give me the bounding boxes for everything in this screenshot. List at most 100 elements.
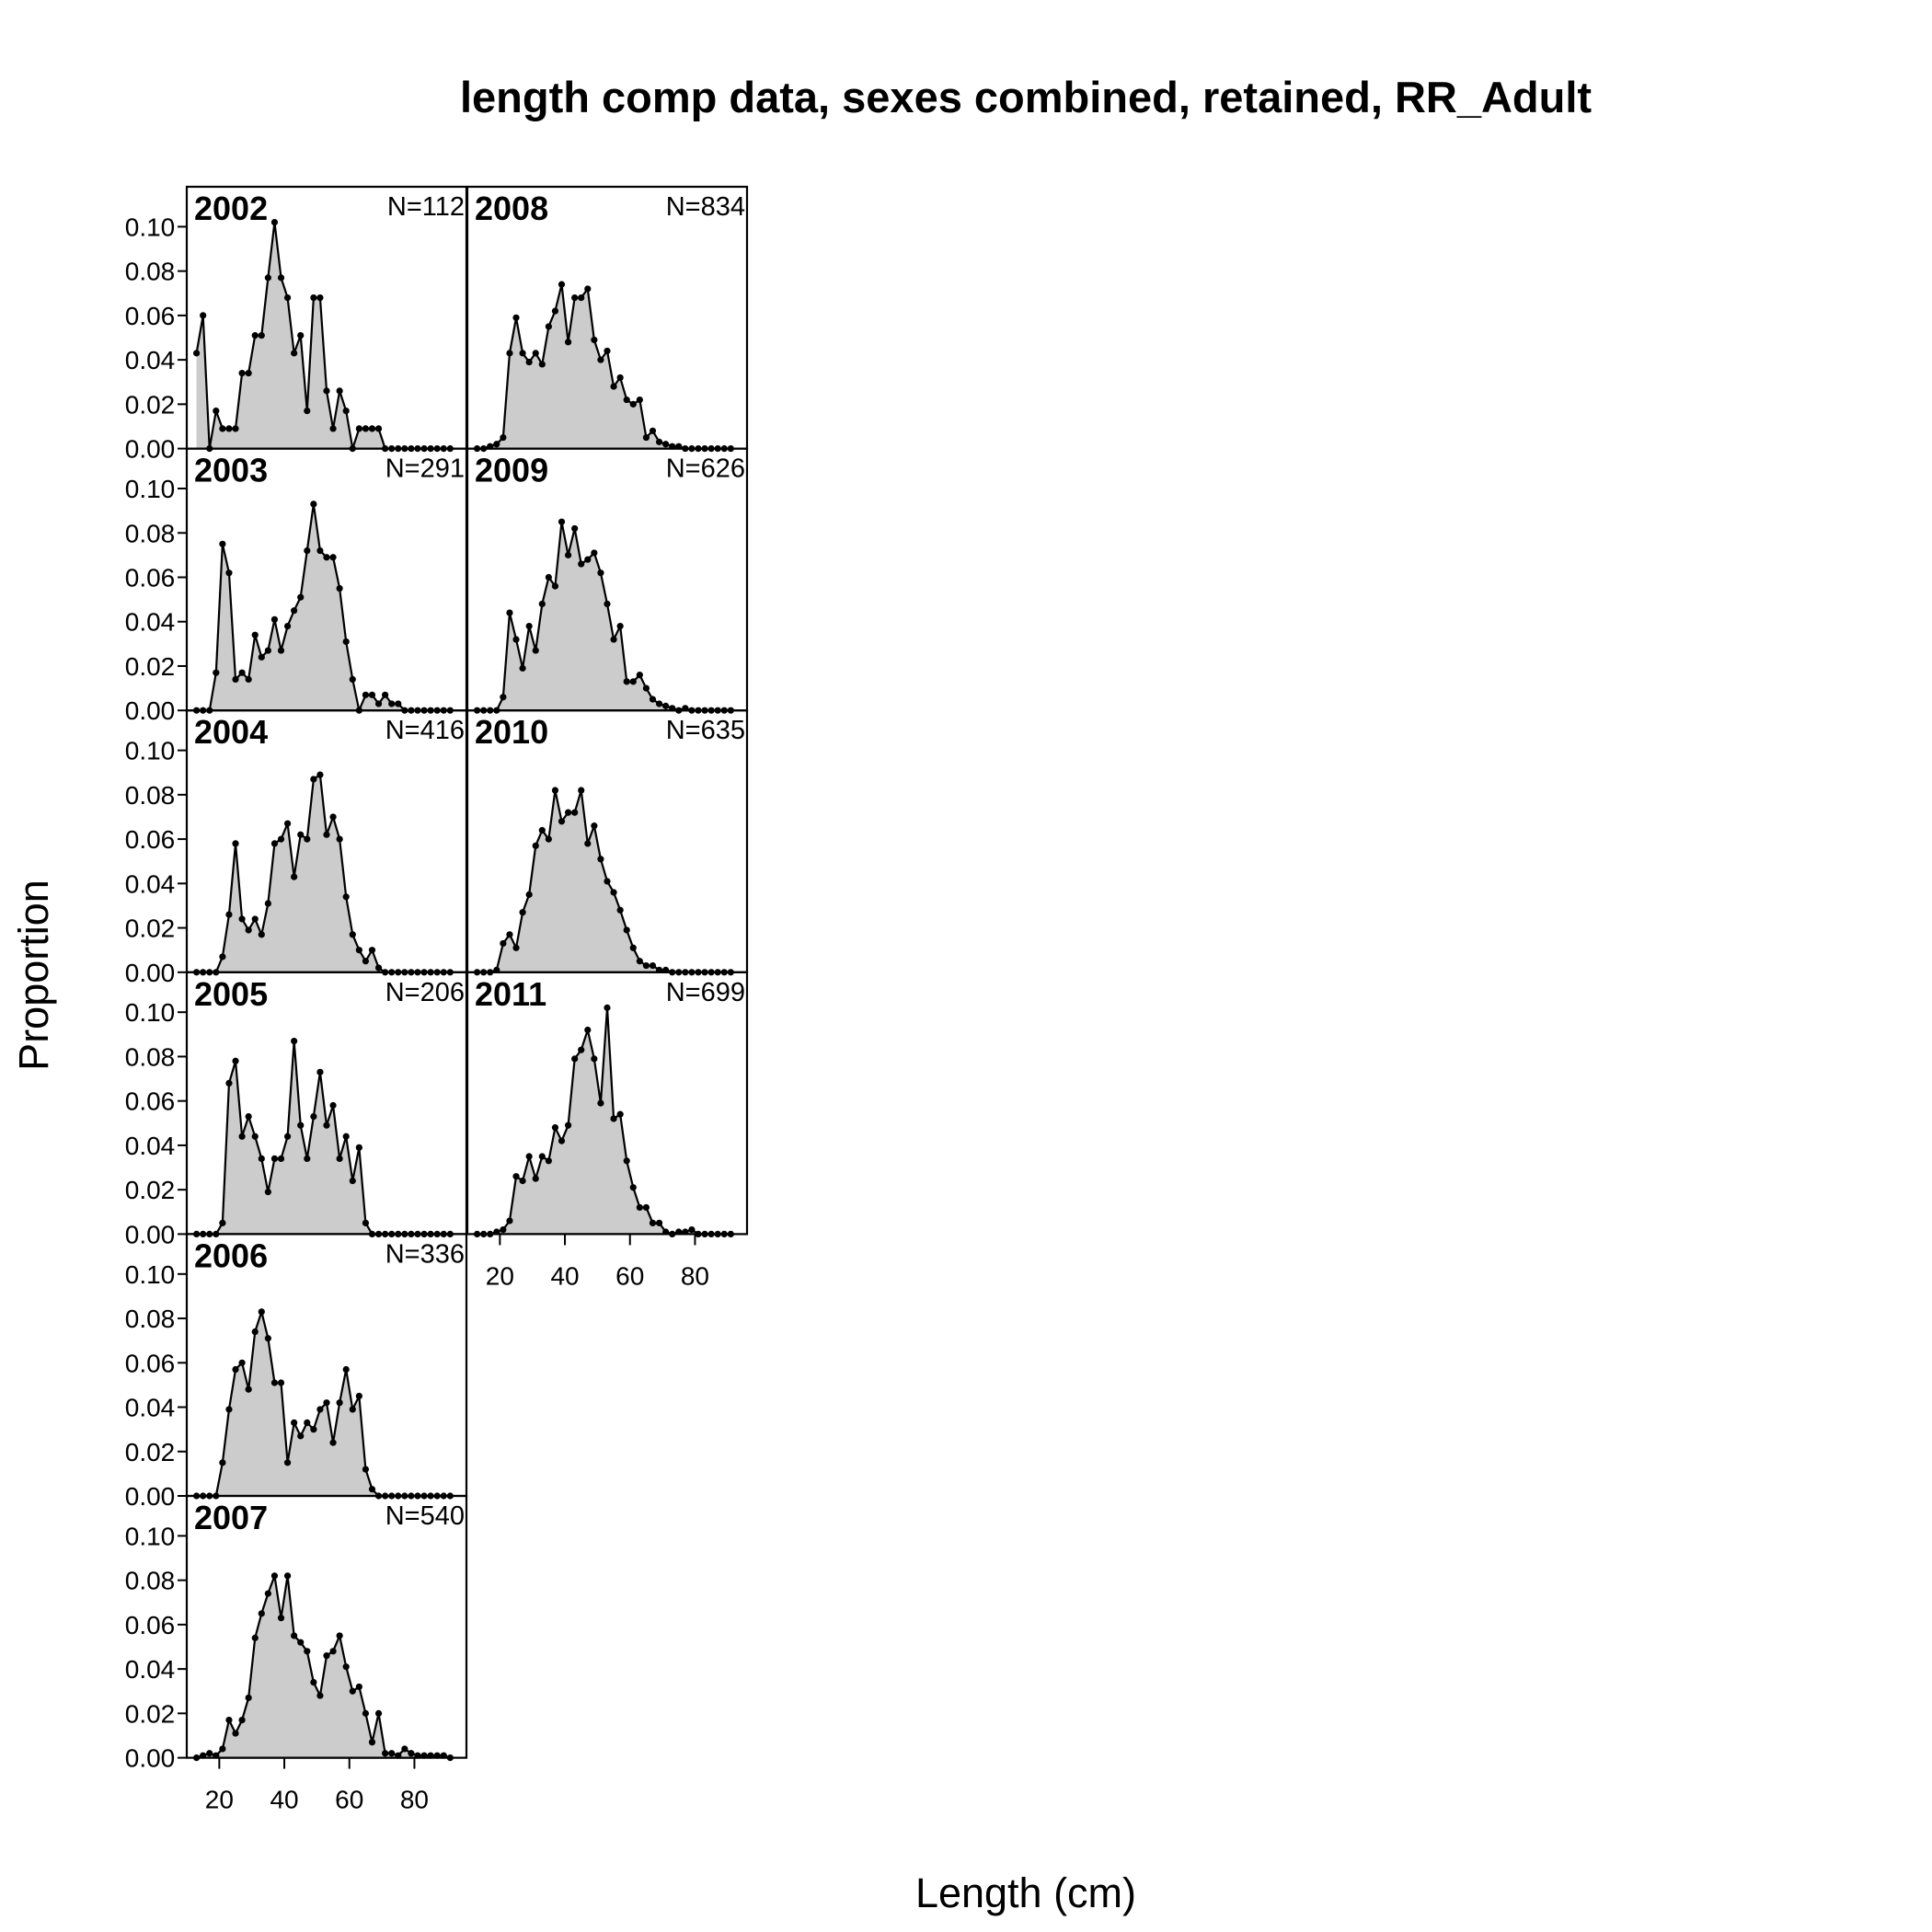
data-point <box>329 1101 337 1110</box>
data-point <box>316 771 324 778</box>
y-tick-label: 0.02 <box>125 914 176 943</box>
data-point <box>519 664 526 672</box>
data-point <box>283 1133 292 1140</box>
data-point <box>500 1225 507 1234</box>
area-fill <box>196 775 451 972</box>
y-tick-label: 0.04 <box>125 346 176 374</box>
panel-2010: 2010 N=635 <box>466 709 749 976</box>
data-point <box>551 307 559 315</box>
panel-2006: 0.00 0.02 0.04 0.06 0.08 0.10 2006 N=336 <box>125 1233 468 1511</box>
data-point <box>362 1709 370 1717</box>
data-point <box>206 1750 213 1757</box>
data-point <box>200 312 207 319</box>
data-point <box>297 831 305 838</box>
data-point <box>578 787 585 794</box>
data-point <box>270 615 279 623</box>
data-point <box>213 669 220 676</box>
data-point <box>310 1426 317 1433</box>
data-point <box>500 939 507 948</box>
data-point <box>655 438 663 445</box>
data-point <box>349 931 356 938</box>
n-label: N=699 <box>666 978 745 1007</box>
y-tick-label: 0.08 <box>125 258 176 286</box>
data-point <box>649 1219 657 1226</box>
area-fill <box>477 1007 731 1235</box>
data-point <box>642 433 650 442</box>
data-point <box>316 1692 324 1699</box>
data-point <box>258 653 265 661</box>
data-point <box>251 631 259 638</box>
y-tick-label: 0.02 <box>125 390 176 419</box>
data-point <box>623 396 630 404</box>
series-line <box>196 1575 451 1759</box>
data-point <box>519 1177 526 1185</box>
data-point <box>232 425 239 432</box>
area-fill <box>477 284 731 449</box>
y-tick-label: 0.00 <box>125 1744 176 1773</box>
y-tick-label: 0.08 <box>125 1305 176 1333</box>
panel-2002: 0.00 0.02 0.04 0.06 0.08 0.10 2002 N=112 <box>125 185 468 464</box>
data-point <box>270 1572 279 1580</box>
y-tick-label: 0.06 <box>125 1087 176 1116</box>
n-label: N=206 <box>385 978 465 1007</box>
data-point <box>251 1328 259 1336</box>
data-point <box>591 822 598 830</box>
data-point <box>629 678 637 685</box>
data-point <box>232 840 239 847</box>
n-label: N=291 <box>385 454 465 484</box>
data-point <box>629 1184 637 1191</box>
data-point <box>297 593 305 601</box>
data-point <box>636 1203 643 1212</box>
data-point <box>323 554 330 561</box>
data-point <box>545 323 552 330</box>
y-tick-label: 0.08 <box>125 1042 176 1071</box>
data-point <box>349 1406 356 1413</box>
data-point <box>251 331 259 339</box>
year-label: 2009 <box>475 452 548 489</box>
data-point <box>283 1459 292 1466</box>
data-point <box>291 1037 298 1045</box>
data-point <box>291 607 298 615</box>
y-tick-label: 0.06 <box>125 1349 176 1377</box>
data-point <box>291 1632 298 1639</box>
data-point <box>323 1121 330 1129</box>
data-point <box>623 926 630 934</box>
panel-2009: 2009 N=626 <box>466 447 749 714</box>
data-point <box>251 915 259 923</box>
data-point <box>329 554 337 561</box>
data-point <box>493 441 500 448</box>
data-point <box>283 1572 292 1580</box>
data-point <box>316 1406 324 1413</box>
data-point <box>232 1365 239 1374</box>
data-point <box>355 425 362 432</box>
data-point <box>342 1365 350 1374</box>
y-tick-label: 0.00 <box>125 435 176 464</box>
data-point <box>558 281 566 288</box>
data-point <box>604 1004 611 1011</box>
data-point <box>297 1639 305 1646</box>
data-point <box>245 1386 252 1393</box>
data-point <box>283 820 292 827</box>
data-point <box>649 696 657 703</box>
data-point <box>623 1157 630 1165</box>
data-point <box>636 958 643 965</box>
data-point <box>232 1057 239 1064</box>
data-point <box>349 1687 356 1695</box>
data-point <box>532 647 539 654</box>
data-point <box>283 622 292 630</box>
area-fill <box>196 222 451 449</box>
data-point <box>304 1648 311 1655</box>
x-tick-label: 40 <box>550 1261 579 1290</box>
x-tick-label: 60 <box>615 1261 644 1290</box>
data-point <box>368 691 376 698</box>
data-point <box>323 831 330 838</box>
data-point <box>578 1046 585 1053</box>
data-point <box>532 842 539 849</box>
data-point <box>329 1648 337 1655</box>
data-point <box>584 1026 592 1034</box>
data-point <box>642 1203 650 1212</box>
data-point <box>558 518 566 525</box>
data-point <box>245 675 252 684</box>
x-axis-title: Length (cm) <box>915 1869 1136 1916</box>
data-point <box>232 1730 239 1737</box>
